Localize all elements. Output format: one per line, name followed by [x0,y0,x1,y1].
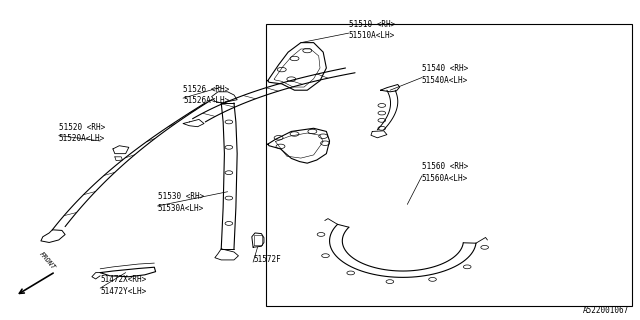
Bar [266,24,632,306]
Text: 51540 <RH>
51540A<LH>: 51540 <RH> 51540A<LH> [422,64,468,85]
Text: 51560 <RH>
51560A<LH>: 51560 <RH> 51560A<LH> [422,162,468,183]
Text: 51526 <RH>
51526A<LH>: 51526 <RH> 51526A<LH> [183,84,229,105]
Text: 51510 <RH>
51510A<LH>: 51510 <RH> 51510A<LH> [349,20,395,40]
Text: FRONT: FRONT [38,251,56,271]
Text: 51520 <RH>
51520A<LH>: 51520 <RH> 51520A<LH> [59,123,105,143]
Text: A522001067: A522001067 [583,306,629,315]
Text: 51472X<RH>
51472Y<LH>: 51472X<RH> 51472Y<LH> [100,275,147,296]
Text: 51530 <RH>
51530A<LH>: 51530 <RH> 51530A<LH> [157,192,204,213]
Text: 51572F: 51572F [253,255,281,264]
